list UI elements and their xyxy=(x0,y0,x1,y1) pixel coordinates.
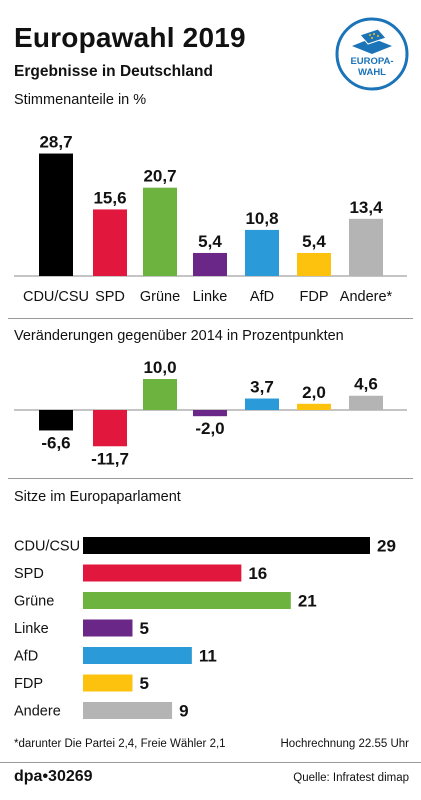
data-label: 11 xyxy=(199,647,217,666)
data-label: 13,4 xyxy=(349,198,383,217)
bar-gruene xyxy=(83,592,291,609)
data-label: 5,4 xyxy=(302,232,326,251)
data-label: -2,0 xyxy=(195,419,224,438)
timestamp: Hochrechnung 22.55 Uhr xyxy=(280,738,410,750)
category-label: Linke xyxy=(193,289,228,305)
data-label: 4,6 xyxy=(354,375,378,394)
section-title-changes: Veränderungen gegenüber 2014 in Prozentp… xyxy=(14,328,344,344)
divider xyxy=(8,318,413,319)
bar-cdu-csu xyxy=(39,153,73,276)
bar-afd xyxy=(83,647,192,664)
change-chart: -6,6 -11,7 10,0 -2,0 3,7 2,0 4,6 xyxy=(14,358,407,468)
data-label: 16 xyxy=(248,564,267,583)
category-label: FDP xyxy=(300,289,329,305)
category-label: FDP xyxy=(14,676,43,692)
data-label: 15,6 xyxy=(93,188,126,207)
bar-spd xyxy=(93,410,127,447)
bar-gruene xyxy=(143,187,177,276)
category-label: Linke xyxy=(14,621,49,637)
category-label: Grüne xyxy=(14,594,54,610)
bar-linke xyxy=(83,619,133,637)
page-title: Europawahl 2019 xyxy=(14,22,246,53)
data-label: -6,6 xyxy=(41,433,70,452)
bar-cdu-csu xyxy=(39,410,73,431)
data-label: 5,4 xyxy=(198,232,222,251)
data-label: 2,0 xyxy=(302,383,326,402)
bar-linke xyxy=(193,410,227,417)
category-label: Andere* xyxy=(340,289,393,305)
divider xyxy=(8,478,413,479)
seats-chart: CDU/CSU 29 SPD 16 Grüne 21 Linke 5 AfD 11 FDP 5 Ande… xyxy=(14,537,396,721)
data-label: 21 xyxy=(298,592,317,611)
bar-linke xyxy=(193,252,227,276)
bar-spd xyxy=(83,564,242,582)
category-label: CDU/CSU xyxy=(14,539,80,555)
bar-cdu-csu xyxy=(83,537,370,554)
europawahl-ballot-box-icon xyxy=(352,28,392,54)
section-title-vote-share: Stimmenanteile in % xyxy=(14,92,147,108)
agency-label: dpa•30269 xyxy=(14,768,93,785)
logo-text-line1: EUROPA- xyxy=(350,56,393,67)
data-label: 5 xyxy=(139,674,148,693)
section-title-seats: Sitze im Europaparlament xyxy=(14,489,181,505)
bar-fdp xyxy=(297,403,331,410)
category-label: AfD xyxy=(250,289,274,305)
vote-share-chart: 28,7 CDU/CSU 15,6 SPD 20,7 Grüne 5,4 Linke 10,8 A… xyxy=(14,133,407,305)
data-label: 29 xyxy=(377,537,396,556)
europawahl-logo: EUROPA- WAHL xyxy=(335,17,409,91)
data-label: 9 xyxy=(179,702,188,721)
divider xyxy=(0,762,421,763)
footnote: *darunter Die Partei 2,4, Freie Wähler 2… xyxy=(14,738,226,750)
bar-fdp xyxy=(297,252,331,276)
category-label: Andere xyxy=(14,704,61,720)
data-label: 10,0 xyxy=(143,358,176,377)
source-label: Quelle: Infratest dimap xyxy=(293,772,409,784)
bar-gruene xyxy=(143,379,177,410)
page-subtitle: Ergebnisse in Deutschland xyxy=(14,63,213,80)
bar-andere xyxy=(349,218,383,276)
category-label: CDU/CSU xyxy=(23,289,89,305)
data-label: 3,7 xyxy=(250,378,274,397)
data-label: 20,7 xyxy=(143,167,176,186)
bar-andere xyxy=(83,702,173,719)
data-label: 10,8 xyxy=(245,209,278,228)
category-label: SPD xyxy=(95,289,125,305)
bar-spd xyxy=(93,209,127,276)
data-label: -11,7 xyxy=(91,449,129,468)
logo-text-line2: WAHL xyxy=(358,67,386,78)
bar-fdp xyxy=(83,674,133,692)
data-label: 5 xyxy=(139,619,148,638)
category-label: SPD xyxy=(14,566,44,582)
bar-afd xyxy=(245,398,279,410)
category-label: Grüne xyxy=(140,289,180,305)
data-label: 28,7 xyxy=(39,133,72,152)
category-label: AfD xyxy=(14,649,38,665)
bar-andere xyxy=(349,395,383,410)
bar-afd xyxy=(245,229,279,276)
